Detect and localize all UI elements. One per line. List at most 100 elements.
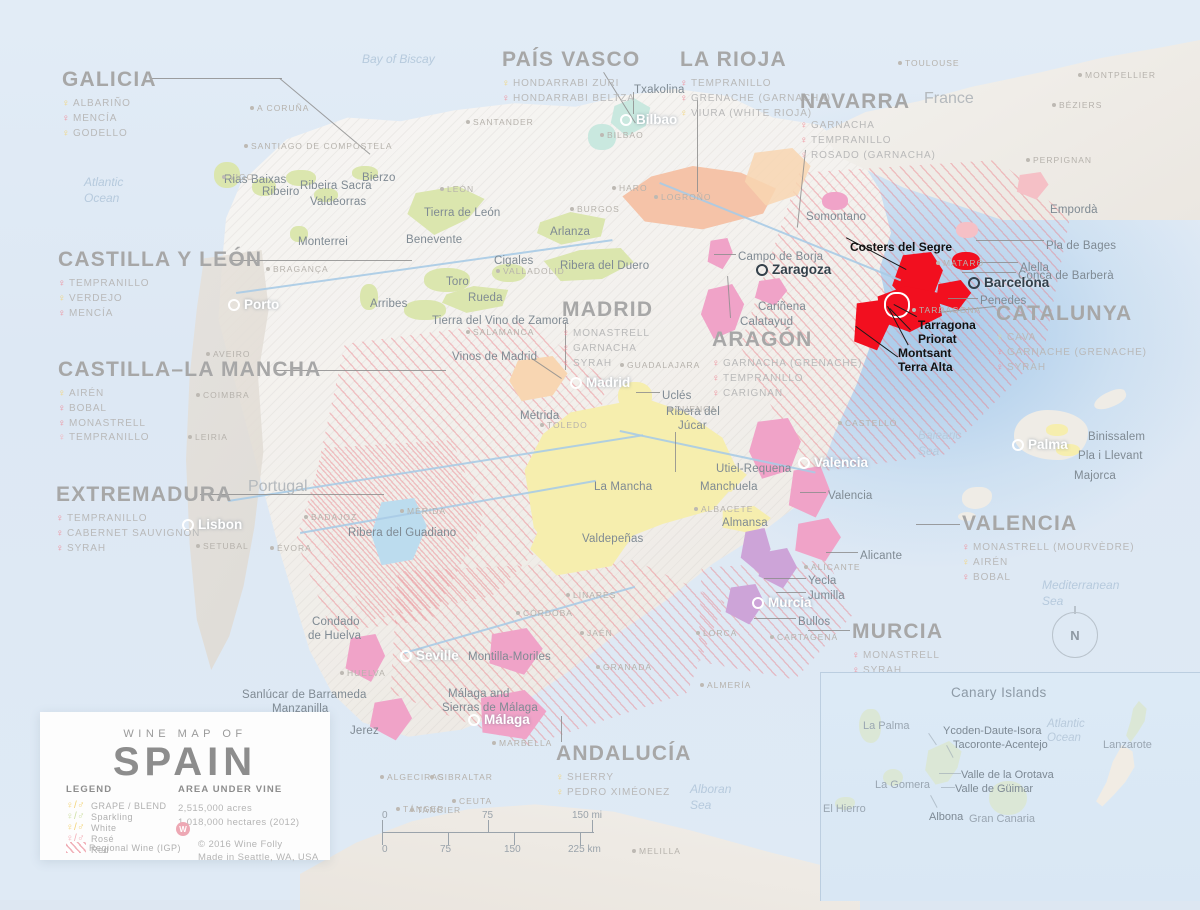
town-dot bbox=[654, 195, 658, 199]
town-label: SANTANDER bbox=[473, 117, 534, 127]
canary-do-label-0: Ycoden-Daute-Isora bbox=[943, 725, 1042, 737]
do-label-2: Ribeira Sacra bbox=[300, 180, 372, 192]
wine-glass-icon: ♀ bbox=[962, 542, 971, 553]
town-label: LORCA bbox=[703, 628, 738, 638]
do-label-0: Rias Baixas bbox=[224, 174, 287, 186]
grape-item: ♀ HONDARRABI ZURI bbox=[502, 77, 640, 92]
city-label: Barcelona bbox=[984, 275, 1050, 290]
town-label: GUADALAJARA bbox=[627, 360, 701, 370]
wine-glass-icon: ♀ bbox=[556, 772, 565, 783]
region-name-murcia: MURCIA bbox=[852, 620, 944, 643]
do-ucles bbox=[618, 382, 652, 410]
canary-leader-albona bbox=[930, 795, 938, 808]
grape-name: CABERNET SAUVIGNON bbox=[67, 527, 201, 539]
grape-name: GARNACHA bbox=[811, 120, 875, 131]
wine-glass-icon: ♀ bbox=[996, 332, 1005, 343]
grape-list-andalucia: ♀ SHERRY ♀ PEDRO XIMÉONEZ bbox=[556, 771, 692, 801]
town-label: GRANADA bbox=[603, 662, 653, 672]
wine-glass-icon: ♀ bbox=[562, 342, 571, 354]
city-label: Porto bbox=[244, 297, 280, 312]
grape-list-extremadura: ♀ TEMPRANILLO ♀ CABERNET SAUVIGNON ♀ SYRAH bbox=[56, 512, 233, 556]
town-dot bbox=[570, 207, 574, 211]
do-label-29: Bullos bbox=[798, 616, 831, 628]
wine-glass-icon: ♀ bbox=[962, 556, 971, 568]
grape-name: VERDEJO bbox=[69, 292, 123, 304]
canary-do-label-4: Albona bbox=[929, 811, 964, 823]
town-label: VIGO bbox=[229, 172, 255, 182]
legend-igp-row: Regional Wine (IGP) bbox=[66, 842, 181, 853]
town-dot bbox=[196, 393, 200, 397]
grape-item: ♀ ROSADO (GARNACHA) bbox=[800, 149, 936, 164]
town-label: HUELVA bbox=[347, 668, 386, 678]
grape-item: ♀ TEMPRANILLO bbox=[58, 431, 321, 446]
scale-mi-label-0: 0 bbox=[382, 810, 388, 821]
canary-island-label-2: El Hierro bbox=[823, 803, 866, 815]
town-40: MATARÓ bbox=[936, 258, 984, 268]
do-label-27: Yecla bbox=[808, 575, 837, 587]
town-dot bbox=[196, 544, 200, 548]
town-39: MELILLA bbox=[632, 846, 681, 856]
wine-glass-icon: ♀/♂ bbox=[66, 800, 86, 811]
wine-glass-icon: ♀ bbox=[852, 664, 861, 676]
scale-tick-km-150 bbox=[514, 833, 516, 845]
grape-name: GODELLO bbox=[73, 127, 128, 139]
town-27: ALMERÍA bbox=[700, 680, 751, 690]
town-label: JAÉN bbox=[587, 628, 613, 638]
leader-conca-de-barbera bbox=[962, 272, 1016, 273]
region-name-catalunya: CATALUNYA bbox=[996, 302, 1133, 325]
region-madrid: MADRID ♀ MONASTRELL ♀ GARNACHA ♀ SYRAH bbox=[562, 298, 653, 371]
town-dot bbox=[600, 133, 604, 137]
do-label-51: Txakolina bbox=[634, 84, 685, 96]
legend-row-label: White bbox=[91, 822, 117, 833]
town-dot bbox=[496, 269, 500, 273]
region-name-aragon: ARAGÓN bbox=[712, 328, 813, 351]
city-marker-icon bbox=[798, 456, 810, 469]
grape-name: SHERRY bbox=[567, 772, 614, 783]
legend-row-0: ♀/♂ GRAPE / BLEND bbox=[66, 800, 167, 811]
scale-tick-km-225 bbox=[580, 833, 582, 845]
city-málaga: Málaga bbox=[468, 712, 530, 727]
leader-extremadura bbox=[200, 494, 384, 495]
town-dot bbox=[452, 799, 456, 803]
compass-north-letter: N bbox=[1070, 627, 1080, 643]
grape-item: ♀ MONASTRELL bbox=[852, 649, 943, 664]
leader-murcia bbox=[808, 630, 850, 631]
town-dot bbox=[804, 565, 808, 569]
town-dot bbox=[270, 546, 274, 550]
canary-atlantic-ocean-label: Atlantic Ocean bbox=[1047, 718, 1085, 745]
city-marker-icon bbox=[570, 376, 582, 389]
do-label-16: Métrida bbox=[520, 410, 560, 422]
leader-castilla-y-leon bbox=[232, 260, 412, 261]
grape-list-navarra: ♀ GARNACHA ♀ TEMPRANILLO ♀ ROSADO (GARNACHA) bbox=[800, 119, 936, 163]
scale-km-label-1: 75 bbox=[440, 844, 452, 855]
wine-glass-icon: ♀ bbox=[62, 112, 71, 124]
town-label: TOLEDO bbox=[547, 420, 588, 430]
region-name-andalucia: ANDALUCÍA bbox=[556, 742, 692, 765]
town-label: CASTELLÓ bbox=[845, 418, 898, 428]
town-dot bbox=[410, 808, 414, 812]
leader-castilla-la-mancha bbox=[276, 370, 446, 371]
wine-glass-icon: ♀ bbox=[56, 527, 65, 539]
grape-name: GARNACHE (GRENACHE) bbox=[1007, 346, 1147, 358]
grape-name: TEMPRANILLO bbox=[69, 278, 150, 289]
canary-islands-inset: Canary Islands Atlantic Ocean La Palma La… bbox=[820, 672, 1200, 901]
region-name-la-rioja: LA RIOJA bbox=[680, 48, 787, 71]
leader-valencia bbox=[916, 524, 960, 525]
el-hierro-island bbox=[835, 797, 855, 810]
grape-list-castilla-la-mancha: ♀ AIRÉN ♀ BOBAL ♀ MONASTRELL ♀ TEMPRANILLO bbox=[58, 387, 321, 446]
town-dot bbox=[912, 308, 916, 312]
canary-do-label-2: Valle de la Orotava bbox=[961, 769, 1054, 781]
city-marker-icon bbox=[228, 298, 240, 311]
do-label-39: Binissalem bbox=[1088, 431, 1146, 443]
town-label: ÉVORA bbox=[277, 543, 312, 553]
formentera-island bbox=[958, 512, 976, 521]
do-label-46: Sierras de Málaga bbox=[442, 702, 538, 714]
grape-item: ♀ MENCÍA bbox=[58, 307, 262, 322]
town-label: TANGIER bbox=[417, 805, 462, 815]
do-label-19: Júcar bbox=[678, 420, 707, 432]
town-23: CASTELLÓ bbox=[838, 418, 897, 428]
town-label: TOULOUSE bbox=[905, 58, 960, 68]
town-4: BILBAO bbox=[600, 130, 644, 140]
town-18: MÉRIDA bbox=[400, 506, 446, 516]
do-label-37: Conca de Barberà bbox=[1018, 270, 1114, 282]
